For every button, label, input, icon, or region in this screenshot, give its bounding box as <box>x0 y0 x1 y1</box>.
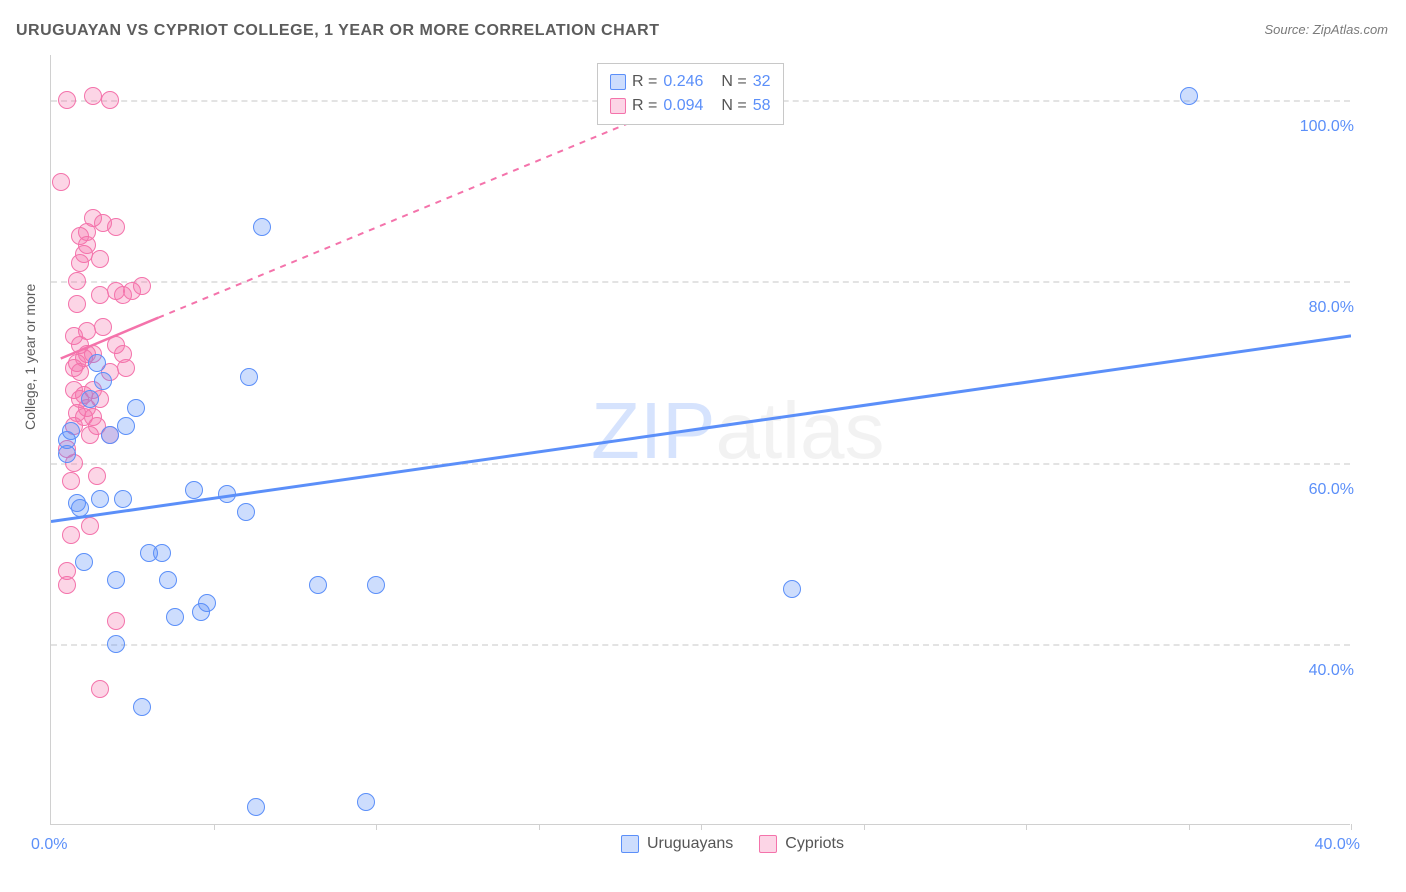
series2-point <box>91 680 109 698</box>
r-label: R = <box>632 73 657 91</box>
series2-point <box>94 214 112 232</box>
series1-point <box>253 218 271 236</box>
series1-point <box>91 490 109 508</box>
series2-point <box>58 562 76 580</box>
series1-point <box>185 481 203 499</box>
series1-point <box>127 399 145 417</box>
x-tick-label: 40.0% <box>1315 836 1360 854</box>
r-value: 0.094 <box>663 97 703 115</box>
x-tick <box>1351 824 1352 830</box>
series2-point <box>91 250 109 268</box>
stats-box: R = 0.246 N = 32 R = 0.094 N = 58 <box>597 63 784 125</box>
series1-point <box>71 499 89 517</box>
y-tick-label: 100.0% <box>1300 118 1354 136</box>
x-tick-label: 0.0% <box>31 836 67 854</box>
series1-swatch <box>610 74 626 90</box>
series2-point <box>84 87 102 105</box>
stats-row: R = 0.246 N = 32 <box>610 70 771 94</box>
series1-point <box>133 698 151 716</box>
series1-trendline <box>51 336 1351 522</box>
series2-point <box>133 277 151 295</box>
n-value: 58 <box>753 97 771 115</box>
series2-point <box>58 91 76 109</box>
series2-point <box>101 91 119 109</box>
series2-point <box>117 359 135 377</box>
series2-point <box>68 272 86 290</box>
series1-point <box>153 544 171 562</box>
chart-title: URUGUAYAN VS CYPRIOT COLLEGE, 1 YEAR OR … <box>16 22 660 40</box>
series1-point <box>357 793 375 811</box>
series1-point <box>1180 87 1198 105</box>
stats-row: R = 0.094 N = 58 <box>610 94 771 118</box>
series1-point <box>107 635 125 653</box>
series2-point <box>88 467 106 485</box>
trend-lines <box>51 55 1351 825</box>
y-tick-label: 40.0% <box>1309 662 1354 680</box>
series2-point <box>107 612 125 630</box>
series1-point <box>117 417 135 435</box>
n-label: N = <box>721 97 746 115</box>
series2-point <box>84 408 102 426</box>
series1-point <box>94 372 112 390</box>
bottom-legend: Uruguayans Cypriots <box>621 835 862 853</box>
series1-point <box>247 798 265 816</box>
series1-point <box>166 608 184 626</box>
source-label: Source: ZipAtlas.com <box>1264 22 1388 37</box>
series1-point <box>237 503 255 521</box>
series1-point <box>58 445 76 463</box>
x-tick <box>376 824 377 830</box>
series2-point <box>81 517 99 535</box>
y-axis-label: College, 1 year or more <box>22 284 38 430</box>
x-tick <box>864 824 865 830</box>
series2-trendline-dashed <box>158 109 662 317</box>
n-value: 32 <box>753 73 771 91</box>
series1-point <box>367 576 385 594</box>
n-label: N = <box>721 73 746 91</box>
series1-point <box>159 571 177 589</box>
x-tick <box>701 824 702 830</box>
gridline <box>51 644 1350 646</box>
x-tick <box>539 824 540 830</box>
legend-label: Uruguayans <box>647 835 733 853</box>
series2-point <box>62 472 80 490</box>
series2-swatch <box>610 98 626 114</box>
y-tick-label: 60.0% <box>1309 481 1354 499</box>
series1-point <box>783 580 801 598</box>
y-tick-label: 80.0% <box>1309 299 1354 317</box>
x-tick <box>1026 824 1027 830</box>
series1-point <box>309 576 327 594</box>
legend-label: Cypriots <box>785 835 844 853</box>
x-tick <box>214 824 215 830</box>
series2-point <box>62 526 80 544</box>
series1-point <box>62 422 80 440</box>
series1-point <box>198 594 216 612</box>
series1-point <box>114 490 132 508</box>
series2-point <box>68 295 86 313</box>
gridline <box>51 463 1350 465</box>
legend-swatch-series1 <box>621 835 639 853</box>
plot-area: ZIPatlas 40.0%60.0%80.0%100.0%0.0%40.0%R… <box>50 55 1350 825</box>
series1-point <box>240 368 258 386</box>
series1-point <box>218 485 236 503</box>
gridline <box>51 281 1350 283</box>
series1-point <box>107 571 125 589</box>
x-tick <box>1189 824 1190 830</box>
series2-point <box>94 318 112 336</box>
series1-point <box>101 426 119 444</box>
series1-point <box>88 354 106 372</box>
legend-swatch-series2 <box>759 835 777 853</box>
series1-point <box>81 390 99 408</box>
series2-point <box>52 173 70 191</box>
r-label: R = <box>632 97 657 115</box>
series1-point <box>75 553 93 571</box>
r-value: 0.246 <box>663 73 703 91</box>
